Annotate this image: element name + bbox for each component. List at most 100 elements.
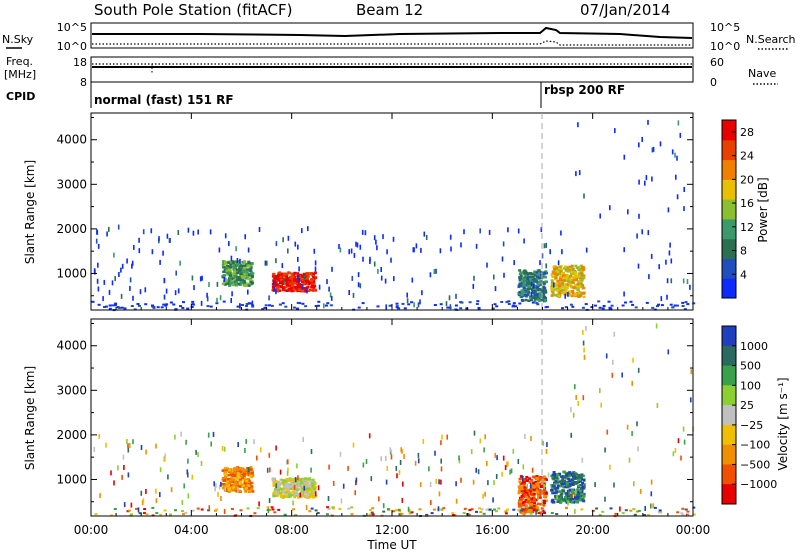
heatmap-cell: [563, 479, 567, 483]
heatmap-cell: [97, 243, 100, 249]
heatmap-cell: [533, 287, 537, 291]
heatmap-cell: [206, 292, 208, 298]
heatmap-cell: [222, 300, 226, 303]
heatmap-cell: [118, 272, 120, 277]
heatmap-cell: [286, 282, 290, 285]
heatmap-cell: [120, 267, 122, 273]
heatmap-cell: [637, 263, 640, 269]
heatmap-cell: [460, 477, 462, 483]
heatmap-cell: [577, 275, 581, 278]
heatmap-cell: [123, 307, 127, 310]
heatmap-cell: [306, 277, 309, 280]
heatmap-cell: [532, 296, 536, 299]
heatmap-cell: [558, 496, 562, 499]
heatmap-cell: [244, 274, 248, 277]
heatmap-cell: [357, 272, 360, 278]
heatmap-cell: [380, 456, 382, 462]
heatmap-cell: [665, 259, 667, 265]
heatmap-cell: [350, 248, 353, 254]
heatmap-cell: [206, 305, 210, 308]
heatmap-cell: [547, 472, 550, 478]
heatmap-cell: [583, 193, 585, 199]
heatmap-cell: [151, 304, 154, 307]
nsky-label: N.Sky: [2, 33, 34, 46]
heatmap-cell: [614, 128, 616, 134]
heatmap-cell: [565, 473, 569, 476]
heatmap-cell: [230, 489, 234, 492]
heatmap-cell: [526, 483, 528, 489]
heatmap-cell: [277, 273, 281, 276]
heatmap-cell: [517, 508, 521, 511]
heatmap-cell: [163, 509, 167, 512]
heatmap-cell: [206, 296, 209, 302]
heatmap-cell: [293, 484, 296, 490]
heatmap-cell: [579, 489, 582, 493]
heatmap-cell: [305, 490, 309, 493]
nsky-tick-top-right: 10^5: [710, 21, 740, 34]
heatmap-cell: [355, 477, 358, 483]
heatmap-cell: [278, 483, 282, 487]
heatmap-cell: [681, 301, 685, 304]
heatmap-cell: [166, 233, 169, 239]
heatmap-cell: [550, 273, 554, 276]
heatmap-cell: [239, 467, 243, 470]
heatmap-cell: [237, 486, 239, 492]
heatmap-cell: [237, 473, 241, 476]
heatmap-cell: [359, 244, 362, 250]
heatmap-cell: [288, 287, 292, 291]
heatmap-cell: [582, 492, 586, 496]
heatmap-cell: [357, 306, 361, 309]
heatmap-cell: [560, 475, 564, 478]
heatmap-cell: [566, 489, 569, 495]
heatmap-cell: [200, 300, 203, 306]
heatmap-cell: [247, 277, 251, 280]
heatmap-cell: [543, 489, 547, 493]
heatmap-cell: [581, 277, 585, 280]
heatmap-cell: [222, 262, 226, 265]
heatmap-cell: [523, 493, 527, 496]
heatmap-cell: [169, 301, 173, 304]
heatmap-cell: [666, 278, 669, 284]
heatmap-cell: [532, 495, 536, 499]
heatmap-cell: [395, 509, 398, 512]
heatmap-cell: [359, 283, 362, 289]
heatmap-cell: [174, 509, 177, 512]
heatmap-cell: [284, 495, 288, 498]
heatmap-cell: [562, 489, 566, 493]
heatmap-cell: [537, 269, 541, 272]
heatmap-cell: [228, 284, 232, 287]
heatmap-cell: [537, 512, 541, 515]
heatmap-cell: [579, 284, 583, 288]
heatmap-cell: [310, 488, 313, 492]
heatmap-cell: [562, 499, 566, 503]
heatmap-cell: [243, 481, 247, 485]
heatmap-cell: [365, 459, 368, 464]
heatmap-cell: [280, 278, 283, 282]
heatmap-cell: [306, 275, 310, 278]
heatmap-cell: [550, 287, 554, 290]
heatmap-cell: [130, 502, 133, 508]
heatmap-cell: [304, 279, 308, 283]
heatmap-cell: [540, 298, 544, 302]
heatmap-cell: [543, 275, 547, 279]
heatmap-cell: [240, 266, 244, 270]
power-ylabel: Slant Range [km]: [23, 160, 37, 264]
heatmap-cell: [380, 267, 382, 272]
heatmap-cell: [251, 272, 255, 275]
heatmap-cell: [99, 493, 101, 499]
heatmap-cell: [524, 499, 528, 502]
heatmap-cell: [389, 447, 392, 453]
heatmap-cell: [648, 274, 650, 280]
heatmap-cell: [542, 285, 546, 289]
heatmap-cell: [329, 292, 332, 298]
heatmap-cell: [571, 482, 575, 486]
heatmap-cell: [545, 305, 549, 308]
heatmap-cell: [473, 430, 476, 436]
heatmap-cell: [628, 457, 631, 463]
heatmap-cell: [385, 479, 388, 485]
heatmap-cell: [477, 307, 481, 309]
y-tick-label: 3000: [56, 177, 87, 191]
heatmap-cell: [251, 300, 254, 306]
heatmap-cell: [551, 271, 555, 274]
heatmap-cell: [562, 486, 566, 489]
